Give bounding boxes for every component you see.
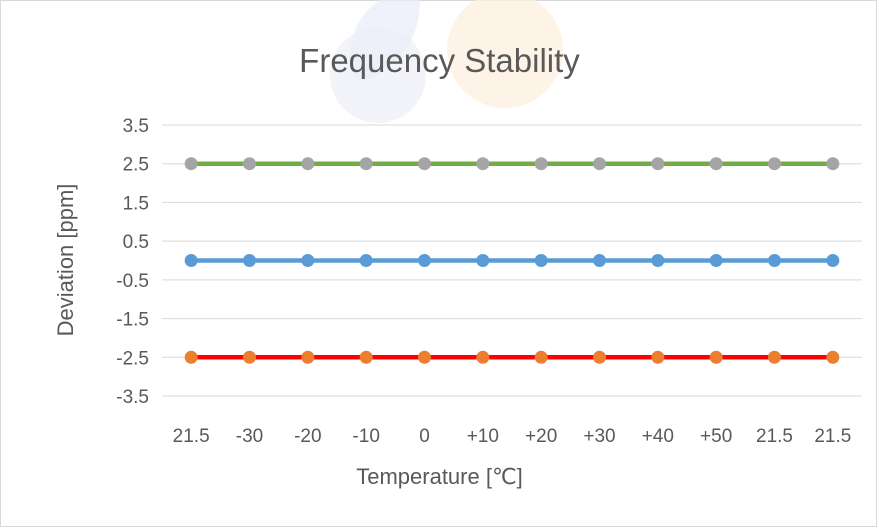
x-axis-title: Temperature [℃] — [356, 464, 523, 489]
x-tick-label: +40 — [642, 426, 674, 447]
series-3-point — [418, 350, 431, 364]
series-3-point — [826, 350, 840, 364]
series-2-point — [184, 254, 198, 267]
series-3-point — [359, 350, 373, 364]
x-tick-label: -20 — [294, 426, 321, 447]
series-1-point — [651, 157, 665, 171]
series-1-point — [476, 157, 490, 171]
series-3-point — [534, 350, 548, 364]
y-tick-label: 2.5 — [123, 155, 149, 176]
series-1-point — [418, 157, 431, 171]
series-1-point — [243, 157, 256, 171]
series-2-point — [826, 254, 840, 267]
series-3-point — [709, 350, 723, 364]
y-tick-label: -2.5 — [116, 348, 149, 369]
series-1-point — [534, 157, 548, 171]
series-2-point — [243, 254, 256, 267]
y-tick-label: -1.5 — [116, 310, 149, 331]
x-tick-label: 21.5 — [756, 426, 793, 447]
y-tick-label: -3.5 — [116, 387, 149, 408]
series-3-point — [184, 350, 198, 364]
y-tick-label: 1.5 — [123, 193, 149, 214]
series-1-point — [826, 157, 840, 171]
y-tick-label: -0.5 — [116, 271, 149, 292]
series-3-point — [301, 350, 315, 364]
series-1-point — [709, 157, 723, 171]
y-tick-label: 0.5 — [123, 232, 149, 253]
series-1-point — [184, 157, 198, 171]
x-tick-label: -30 — [236, 426, 263, 447]
series-2-point — [593, 254, 606, 267]
series-1-point — [593, 157, 606, 171]
series-2-point — [534, 254, 548, 267]
y-tick-label: 3.5 — [123, 116, 149, 137]
series-1-point — [768, 157, 781, 171]
chart-title: Frequency Stability — [299, 42, 580, 79]
series-3-point — [768, 350, 781, 364]
x-tick-label: -10 — [352, 426, 379, 447]
series-3-point — [593, 350, 606, 364]
series-2-point — [476, 254, 490, 267]
series-1-point — [359, 157, 373, 171]
series-2-point — [359, 254, 373, 267]
series-3-point — [476, 350, 490, 364]
x-tick-label: 21.5 — [173, 426, 210, 447]
x-tick-label: +10 — [467, 426, 499, 447]
watermark-logo — [330, 0, 563, 123]
series-2-point — [418, 254, 431, 267]
series-2-point — [709, 254, 723, 267]
x-tick-label: 0 — [419, 426, 430, 447]
series-2-point — [768, 254, 781, 267]
series-1-point — [301, 157, 315, 171]
x-tick-label: +30 — [583, 426, 615, 447]
series-2-point — [651, 254, 665, 267]
x-tick-label: +20 — [525, 426, 557, 447]
series-2-point — [301, 254, 315, 267]
series-3-point — [651, 350, 665, 364]
x-tick-label: 21.5 — [814, 426, 851, 447]
x-tick-label: +50 — [700, 426, 732, 447]
series-3-point — [243, 350, 256, 364]
